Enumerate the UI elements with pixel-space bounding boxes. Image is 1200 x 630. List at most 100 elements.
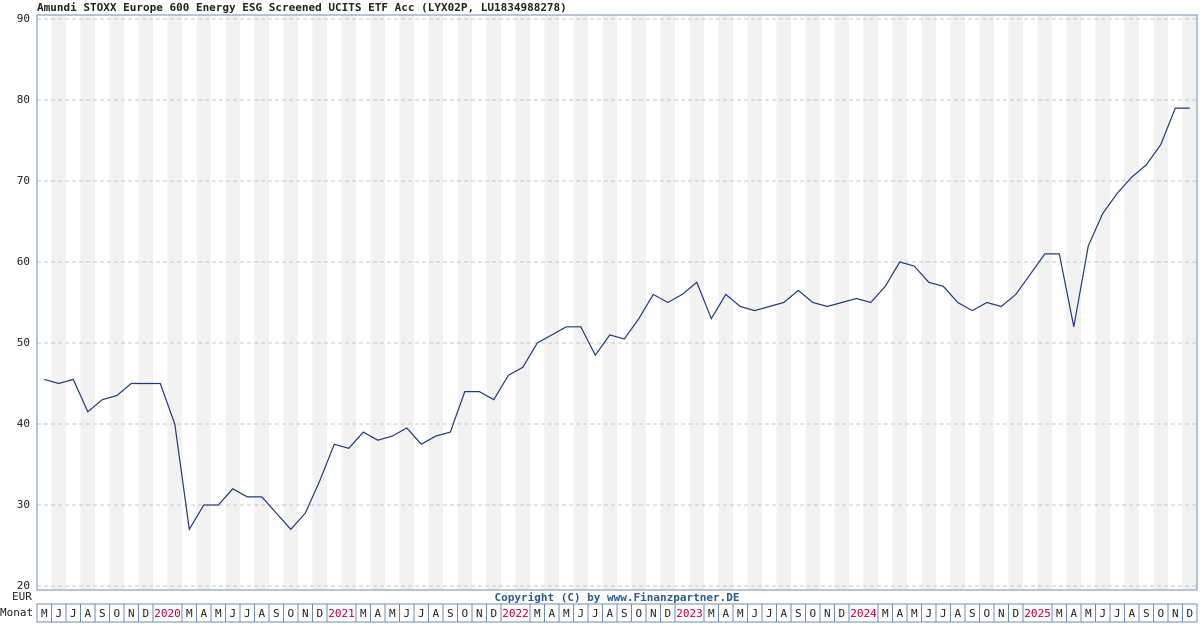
plot-border — [36, 14, 1198, 591]
x-tick-label: O — [1157, 607, 1164, 620]
x-tick-label: 2024 — [850, 607, 877, 620]
x-tick-label: 2025 — [1024, 607, 1051, 620]
stripe — [1153, 15, 1168, 590]
x-tick-label: M — [911, 607, 918, 620]
x-tick-label: J — [55, 607, 62, 620]
x-tick-label: A — [84, 607, 91, 620]
stripe — [457, 15, 472, 590]
x-tick-label: S — [795, 607, 802, 620]
x-tick-label: A — [606, 607, 613, 620]
x-tick-label: N — [476, 607, 483, 620]
stripe — [254, 15, 269, 590]
y-tick-label: 70 — [17, 174, 30, 187]
stripe — [80, 15, 95, 590]
x-tick-label: J — [403, 607, 410, 620]
x-tick-label: J — [925, 607, 932, 620]
stripe — [370, 15, 385, 590]
stripe — [109, 15, 124, 590]
y-tick-label: 30 — [17, 498, 30, 511]
x-tick-label: O — [809, 607, 816, 620]
stripe — [341, 15, 356, 590]
y-tick-label: 40 — [17, 417, 30, 430]
stripe — [573, 15, 588, 590]
x-tick-label: D — [1012, 607, 1019, 620]
stripe — [312, 15, 327, 590]
y-tick-label: 90 — [17, 12, 30, 25]
stripe — [1124, 15, 1139, 590]
x-tick-label: D — [664, 607, 671, 620]
stripe — [631, 15, 646, 590]
stripe — [1037, 15, 1052, 590]
x-tick-label: M — [563, 607, 570, 620]
stripe — [428, 15, 443, 590]
x-tick-label: J — [1114, 607, 1121, 620]
x-tick-label: O — [461, 607, 468, 620]
x-tick-label: S — [273, 607, 280, 620]
x-tick-label: N — [1172, 607, 1179, 620]
x-tick-label: J — [229, 607, 236, 620]
x-tick-label: J — [940, 607, 947, 620]
x-tick-label: S — [969, 607, 976, 620]
x-tick-label: A — [432, 607, 439, 620]
x-tick-label: D — [316, 607, 323, 620]
x-tick-label: J — [70, 607, 77, 620]
x-tick-label: A — [258, 607, 265, 620]
x-tick-label: J — [766, 607, 773, 620]
x-tick-label: S — [1143, 607, 1150, 620]
stripe — [689, 15, 704, 590]
x-tick-label: 2020 — [154, 607, 181, 620]
x-tick-label: 2021 — [328, 607, 355, 620]
stripe — [718, 15, 733, 590]
y-tick-label: 80 — [17, 93, 30, 106]
stripe — [196, 15, 211, 590]
y-tick-label: 60 — [17, 255, 30, 268]
x-tick-label: J — [751, 607, 758, 620]
stripe — [225, 15, 240, 590]
x-tick-label: S — [621, 607, 628, 620]
x-tick-label: J — [577, 607, 584, 620]
price-line — [44, 107, 1190, 532]
stripe — [1008, 15, 1023, 590]
stripe — [515, 15, 530, 590]
y-tick-label: 50 — [17, 336, 30, 349]
chart-title: Amundi STOXX Europe 600 Energy ESG Scree… — [37, 1, 567, 14]
x-tick-label: A — [1070, 607, 1077, 620]
x-tick-label: S — [99, 607, 106, 620]
x-tick-label: N — [302, 607, 309, 620]
x-tick-label: O — [983, 607, 990, 620]
x-tick-label: D — [1186, 607, 1193, 620]
x-tick-label: M — [360, 607, 367, 620]
x-tick-label: J — [418, 607, 425, 620]
x-axis-label: Monat — [0, 606, 33, 619]
x-tick-label: A — [374, 607, 381, 620]
stripe — [892, 15, 907, 590]
stripe — [602, 15, 617, 590]
x-tick-label: M — [708, 607, 715, 620]
y-tick-label: 20 — [17, 579, 30, 592]
x-tick-label: A — [200, 607, 207, 620]
x-tick-label: N — [128, 607, 135, 620]
x-tick-label: A — [1128, 607, 1135, 620]
x-tick-label: S — [447, 607, 454, 620]
stripe — [399, 15, 414, 590]
stripe — [1066, 15, 1081, 590]
x-tick-label: M — [1085, 607, 1092, 620]
x-tick-label: D — [142, 607, 149, 620]
x-tick-label: M — [534, 607, 541, 620]
x-tick-label: 2022 — [502, 607, 529, 620]
stripe — [283, 15, 298, 590]
x-tick-label: D — [490, 607, 497, 620]
x-tick-label: J — [592, 607, 599, 620]
stripe — [544, 15, 559, 590]
copyright: Copyright (C) by www.Finanzpartner.DE — [494, 591, 739, 604]
x-tick-label: M — [737, 607, 744, 620]
stripe — [1095, 15, 1110, 590]
x-tick-label: M — [41, 607, 48, 620]
stripe — [486, 15, 501, 590]
x-tick-label: M — [215, 607, 222, 620]
stripe — [1182, 15, 1197, 590]
stripe — [921, 15, 936, 590]
stripes — [51, 15, 1197, 590]
x-tick-label: D — [838, 607, 845, 620]
